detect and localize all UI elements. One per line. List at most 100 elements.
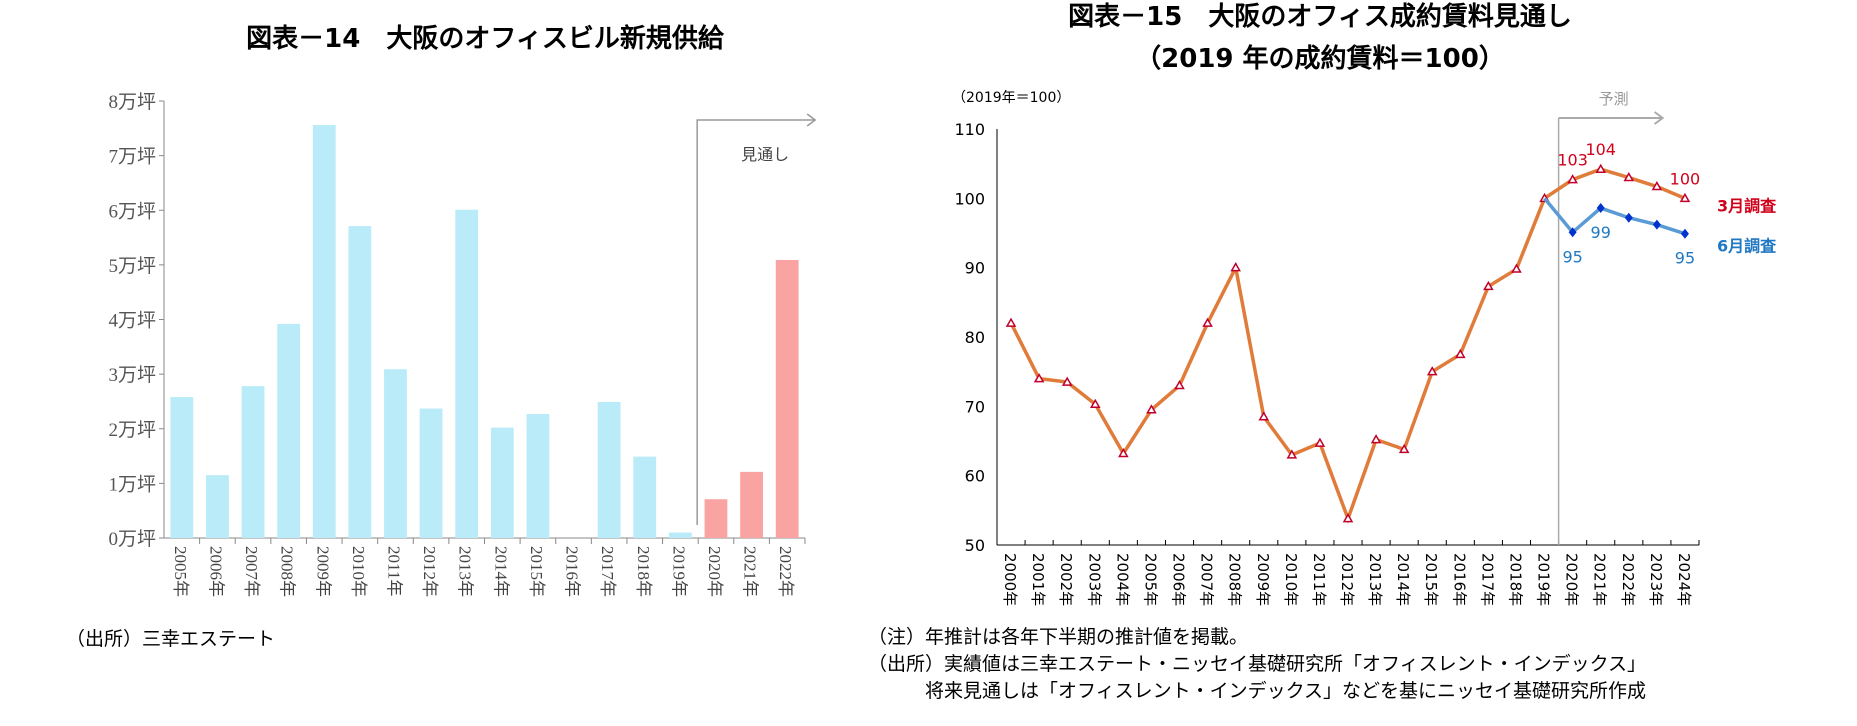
x-tick-label: 2008年 [1226, 553, 1244, 606]
y-tick-label: 8万坪 [108, 91, 156, 113]
y-tick-label: 100 [954, 189, 985, 208]
x-tick-label: 2024年 [1675, 553, 1693, 606]
bar-2018年 [633, 456, 657, 538]
right-line-chart: （2019年＝100） 50 60 70 80 90 100 110 2000年 2001年 200… [952, 90, 1776, 606]
series-label-3月調査: 3月調査 [1717, 196, 1776, 215]
x-tick-label: 2014年 [1394, 553, 1412, 606]
x-tick-label: 2017年 [598, 546, 617, 597]
data-point-triangle [1370, 434, 1382, 444]
data-point-triangle [1483, 280, 1494, 291]
data-point-triangle [1230, 262, 1241, 272]
x-tick-label: 2014年 [491, 546, 510, 597]
x-tick-label: 2019年 [1535, 553, 1553, 606]
data-point-diamond [1568, 227, 1577, 238]
x-tick-label: 2003年 [1085, 553, 1103, 606]
data-label: 95 [1562, 247, 1582, 266]
x-tick-label: 2008年 [278, 546, 297, 597]
x-tick-label: 2020年 [705, 546, 724, 597]
y-tick-label: 6万坪 [108, 200, 156, 222]
x-tick-label: 2005年 [1141, 553, 1159, 606]
bar-2015年 [526, 414, 550, 538]
x-tick-label: 2013年 [456, 546, 475, 597]
data-point-triangle [1174, 380, 1185, 390]
x-tick-label: 2002年 [1057, 553, 1075, 606]
bar-2011年 [384, 369, 407, 538]
x-tick-label: 2022年 [776, 546, 795, 597]
y-tick-label: 0万坪 [108, 528, 156, 550]
y-tick-label: 60 [965, 467, 985, 486]
data-point-triangle [1398, 443, 1410, 454]
data-point-triangle [1089, 398, 1101, 409]
y-tick-label: 90 [965, 259, 985, 278]
data-point-triangle [1061, 376, 1073, 386]
bar-2008年 [277, 323, 301, 538]
x-tick-label: 2006年 [1170, 553, 1188, 606]
data-point-triangle [1679, 192, 1691, 203]
arrow-right-icon [806, 113, 817, 127]
bar-2006年 [206, 475, 229, 538]
data-point-triangle [1426, 366, 1438, 376]
x-tick-label: 2004年 [1113, 553, 1131, 606]
arrow-right-icon [1653, 111, 1665, 125]
x-tick-label: 2007年 [242, 546, 261, 597]
data-point-triangle [1511, 263, 1522, 273]
bar-2013年 [455, 209, 479, 539]
right-note-1: （注）年推計は各年下半期の推計値を掲載。 [868, 626, 1249, 648]
data-label: 104 [1585, 140, 1616, 159]
bar-2019年 [668, 532, 692, 538]
x-tick-label: 2001年 [1029, 553, 1047, 606]
forecast-divider [696, 119, 816, 525]
x-tick-label: 2015年 [527, 546, 546, 597]
x-tick-label: 2010年 [1282, 553, 1300, 606]
bar-2021年 [740, 471, 763, 538]
x-tick-label: 2012年 [420, 546, 439, 597]
data-point-triangle [1005, 317, 1017, 327]
data-label: 95 [1675, 249, 1695, 268]
bar-2017年 [597, 401, 621, 538]
x-tick-label: 2018年 [1506, 553, 1524, 606]
y-tick-label: 4万坪 [108, 310, 156, 332]
left-source-note: （出所）三幸エステート [66, 628, 276, 650]
data-point-triangle [1623, 172, 1635, 182]
y-axis-unit-label: （2019年＝100） [952, 90, 1070, 106]
y-tick-label: 70 [965, 397, 985, 416]
x-tick-label: 2010年 [349, 546, 368, 597]
data-point-triangle [1118, 447, 1129, 458]
data-point-diamond [1652, 219, 1661, 230]
left-chart-title: 図表－14 大阪のオフィスビル新規供給 [246, 24, 724, 54]
bar-2022年 [775, 259, 799, 538]
bar-2005年 [170, 397, 194, 538]
forecast-label: 予測 [1599, 90, 1629, 108]
data-point-triangle [1567, 174, 1578, 184]
x-tick-label: 2017年 [1478, 553, 1496, 606]
x-tick-label: 2023年 [1647, 553, 1665, 606]
x-tick-label: 2005年 [171, 546, 190, 597]
x-tick-label: 2012年 [1338, 553, 1356, 606]
data-point-triangle [1202, 317, 1213, 327]
data-label: 99 [1591, 223, 1611, 242]
x-tick-label: 2009年 [1254, 553, 1272, 606]
x-tick-label: 2021年 [741, 546, 760, 597]
data-point-triangle [1314, 437, 1326, 447]
bar-2007年 [241, 386, 265, 538]
y-tick-label: 3万坪 [108, 364, 156, 386]
y-tick-label: 2万坪 [108, 419, 156, 441]
x-tick-label: 2020年 [1563, 553, 1581, 606]
data-label: 103 [1557, 151, 1588, 170]
x-tick-label: 2007年 [1198, 553, 1216, 606]
right-note-2: （出所）実績値は三幸エステート・ニッセイ基礎研究所「オフィスレント・インデックス… [868, 653, 1647, 675]
data-point-triangle [1455, 348, 1466, 359]
data-point-triangle [1033, 373, 1045, 383]
bar-2014年 [490, 427, 514, 538]
y-tick-label: 5万坪 [108, 255, 156, 277]
bar-2012年 [419, 408, 443, 538]
y-tick-label: 80 [965, 328, 985, 347]
right-note-3: 将来見通しは「オフィスレント・インデックス」などを基にニッセイ基礎研究所作成 [868, 680, 1647, 702]
x-tick-label: 2013年 [1366, 553, 1384, 606]
x-tick-label: 2022年 [1619, 553, 1637, 606]
data-point-triangle [1595, 163, 1607, 173]
x-tick-label: 2016年 [1450, 553, 1468, 606]
y-tick-label: 50 [965, 536, 985, 555]
bar-2020年 [704, 499, 728, 538]
